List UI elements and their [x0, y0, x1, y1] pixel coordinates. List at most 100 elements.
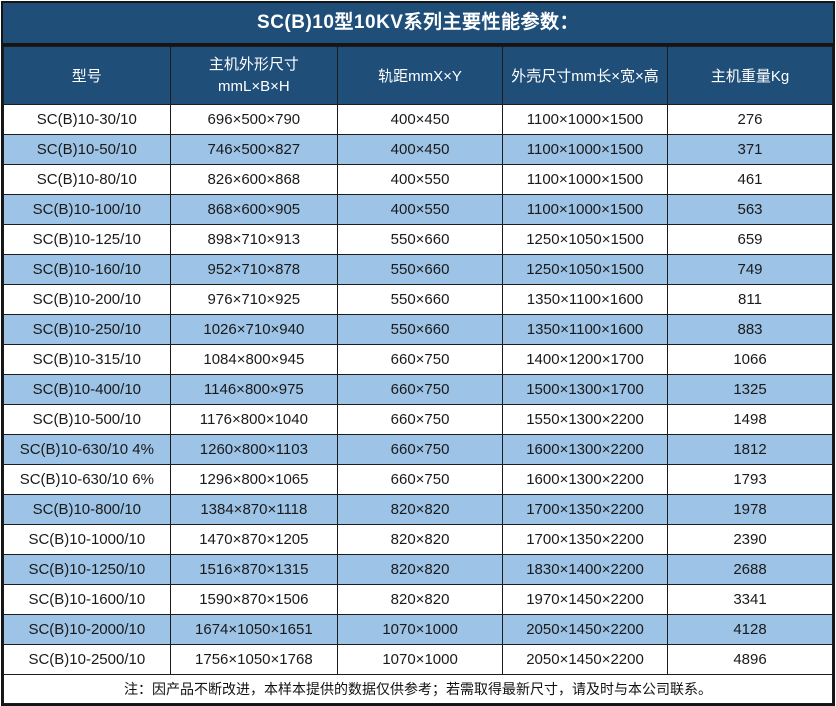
cell-dimensions: 1516×870×1315 [169, 554, 339, 585]
cell-dimensions: 1296×800×1065 [169, 464, 339, 495]
cell-dimensions: 1756×1050×1768 [169, 644, 339, 675]
header-cell-track: 轨距mmX×Y [337, 46, 504, 105]
table-row: SC(B)10-315/10 1084×800×945 660×750 1400… [3, 344, 833, 375]
cell-weight: 659 [667, 224, 833, 255]
cell-dimensions: 1674×1050×1651 [169, 614, 339, 645]
cell-track: 1070×1000 [337, 614, 504, 645]
cell-track: 550×660 [337, 224, 504, 255]
cell-shell: 1700×1350×2200 [502, 494, 669, 525]
cell-dimensions: 1384×870×1118 [169, 494, 339, 525]
cell-shell: 1400×1200×1700 [502, 344, 669, 375]
cell-weight: 1978 [667, 494, 833, 525]
cell-model: SC(B)10-630/10 6% [3, 464, 171, 495]
cell-model: SC(B)10-100/10 [3, 194, 171, 225]
cell-model: SC(B)10-1600/10 [3, 584, 171, 615]
cell-track: 660×750 [337, 374, 504, 405]
table-row: SC(B)10-2500/10 1756×1050×1768 1070×1000… [3, 644, 833, 675]
table-row: SC(B)10-630/10 6% 1296×800×1065 660×750 … [3, 464, 833, 495]
cell-track: 820×820 [337, 524, 504, 555]
cell-dimensions: 1084×800×945 [169, 344, 339, 375]
cell-shell: 1250×1050×1500 [502, 224, 669, 255]
spec-table: 型号 主机外形尺寸 mmL×B×H 轨距mmX×Y 外壳尺寸mm长×宽×高 主机… [3, 46, 833, 704]
cell-track: 400×450 [337, 104, 504, 135]
cell-model: SC(B)10-50/10 [3, 134, 171, 165]
cell-weight: 1812 [667, 434, 833, 465]
table-row: SC(B)10-250/10 1026×710×940 550×660 1350… [3, 314, 833, 345]
table-row: SC(B)10-30/10 696×500×790 400×450 1100×1… [3, 104, 833, 135]
cell-model: SC(B)10-160/10 [3, 254, 171, 285]
cell-model: SC(B)10-80/10 [3, 164, 171, 195]
cell-dimensions: 976×710×925 [169, 284, 339, 315]
cell-dimensions: 1590×870×1506 [169, 584, 339, 615]
cell-dimensions: 898×710×913 [169, 224, 339, 255]
table-row: SC(B)10-1000/10 1470×870×1205 820×820 17… [3, 524, 833, 555]
cell-shell: 1700×1350×2200 [502, 524, 669, 555]
cell-model: SC(B)10-2500/10 [3, 644, 171, 675]
cell-shell: 1350×1100×1600 [502, 314, 669, 345]
table-row: SC(B)10-2000/10 1674×1050×1651 1070×1000… [3, 614, 833, 645]
table-row: SC(B)10-500/10 1176×800×1040 660×750 155… [3, 404, 833, 435]
cell-track: 550×660 [337, 254, 504, 285]
cell-track: 550×660 [337, 314, 504, 345]
cell-weight: 4128 [667, 614, 833, 645]
cell-dimensions: 746×500×827 [169, 134, 339, 165]
cell-shell: 1250×1050×1500 [502, 254, 669, 285]
header-cell-model: 型号 [3, 46, 171, 105]
cell-dimensions: 952×710×878 [169, 254, 339, 285]
cell-weight: 1325 [667, 374, 833, 405]
header-cell-weight: 主机重量Kg [667, 46, 833, 105]
cell-weight: 811 [667, 284, 833, 315]
cell-weight: 3341 [667, 584, 833, 615]
cell-dimensions: 826×600×868 [169, 164, 339, 195]
note-row: 注：因产品不断改进，本样本提供的数据仅供参考；若需取得最新尺寸，请及时与本公司联… [3, 674, 833, 704]
cell-weight: 4896 [667, 644, 833, 675]
cell-dimensions: 1470×870×1205 [169, 524, 339, 555]
cell-track: 1070×1000 [337, 644, 504, 675]
cell-shell: 1830×1400×2200 [502, 554, 669, 585]
cell-track: 660×750 [337, 464, 504, 495]
cell-dimensions: 1260×800×1103 [169, 434, 339, 465]
cell-weight: 1498 [667, 404, 833, 435]
cell-weight: 749 [667, 254, 833, 285]
table-row: SC(B)10-100/10 868×600×905 400×550 1100×… [3, 194, 833, 225]
cell-track: 660×750 [337, 434, 504, 465]
cell-track: 400×550 [337, 194, 504, 225]
cell-model: SC(B)10-800/10 [3, 494, 171, 525]
cell-track: 660×750 [337, 344, 504, 375]
table-row: SC(B)10-400/10 1146×800×975 660×750 1500… [3, 374, 833, 405]
table-row: SC(B)10-125/10 898×710×913 550×660 1250×… [3, 224, 833, 255]
table-row: SC(B)10-160/10 952×710×878 550×660 1250×… [3, 254, 833, 285]
table-row: SC(B)10-800/10 1384×870×1118 820×820 170… [3, 494, 833, 525]
cell-weight: 563 [667, 194, 833, 225]
cell-shell: 1100×1000×1500 [502, 194, 669, 225]
cell-shell: 1100×1000×1500 [502, 104, 669, 135]
table-row: SC(B)10-50/10 746×500×827 400×450 1100×1… [3, 134, 833, 165]
cell-shell: 1500×1300×1700 [502, 374, 669, 405]
cell-shell: 1350×1100×1600 [502, 284, 669, 315]
cell-model: SC(B)10-125/10 [3, 224, 171, 255]
cell-weight: 883 [667, 314, 833, 345]
cell-dimensions: 868×600×905 [169, 194, 339, 225]
cell-shell: 1100×1000×1500 [502, 134, 669, 165]
header-cell-shell: 外壳尺寸mm长×宽×高 [502, 46, 669, 105]
cell-shell: 2050×1450×2200 [502, 644, 669, 675]
cell-shell: 1550×1300×2200 [502, 404, 669, 435]
cell-dimensions: 696×500×790 [169, 104, 339, 135]
header-dimensions-line1: 主机外形尺寸 [208, 55, 299, 73]
cell-model: SC(B)10-200/10 [3, 284, 171, 315]
cell-model: SC(B)10-630/10 4% [3, 434, 171, 465]
cell-shell: 1100×1000×1500 [502, 164, 669, 195]
cell-model: SC(B)10-250/10 [3, 314, 171, 345]
cell-model: SC(B)10-1000/10 [3, 524, 171, 555]
cell-shell: 2050×1450×2200 [502, 614, 669, 645]
cell-dimensions: 1146×800×975 [169, 374, 339, 405]
table-row: SC(B)10-1600/10 1590×870×1506 820×820 19… [3, 584, 833, 615]
cell-track: 820×820 [337, 554, 504, 585]
table-row: SC(B)10-630/10 4% 1260×800×1103 660×750 … [3, 434, 833, 465]
header-row: 型号 主机外形尺寸 mmL×B×H 轨距mmX×Y 外壳尺寸mm长×宽×高 主机… [3, 46, 833, 105]
page-title: SC(B)10型10KV系列主要性能参数： [3, 3, 833, 46]
cell-model: SC(B)10-30/10 [3, 104, 171, 135]
cell-model: SC(B)10-400/10 [3, 374, 171, 405]
cell-weight: 276 [667, 104, 833, 135]
